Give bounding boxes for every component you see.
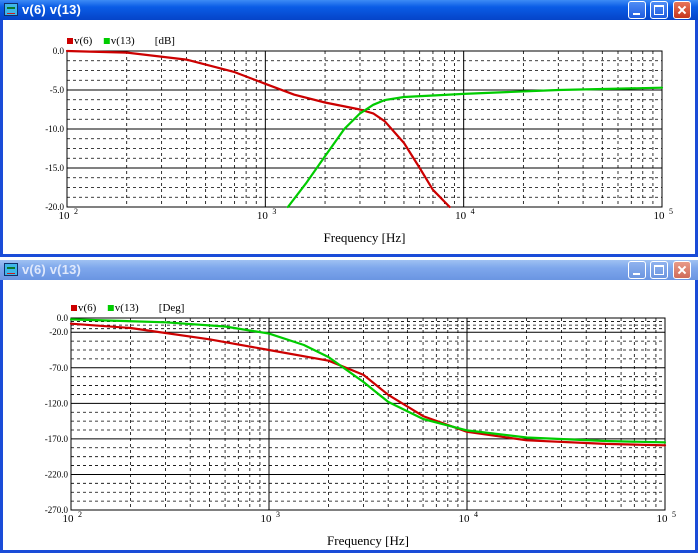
- legend-swatch: [71, 305, 77, 311]
- legend-label: v(13): [115, 302, 139, 314]
- title-bar[interactable]: v(6) v(13): [0, 0, 698, 20]
- plot-area: [70, 317, 666, 511]
- maximize-button[interactable]: [650, 1, 668, 19]
- x-tick-label: 10: [459, 513, 471, 525]
- y-tick-label: -5.0: [50, 85, 65, 95]
- x-tick-exponent: 2: [78, 510, 82, 519]
- x-tick-exponent: 3: [276, 510, 280, 519]
- close-button[interactable]: [673, 1, 691, 19]
- legend-label: v(6): [78, 302, 97, 314]
- x-tick-exponent: 2: [74, 207, 78, 216]
- minimize-button[interactable]: [628, 1, 646, 19]
- plot-window-icon[interactable]: [4, 263, 18, 276]
- legend-label: v(13): [111, 35, 135, 47]
- x-tick-exponent: 3: [272, 207, 276, 216]
- y-tick-label: -70.0: [49, 363, 68, 373]
- series-line-v6: [69, 322, 667, 447]
- x-tick-exponent: 5: [669, 207, 673, 216]
- maximize-button[interactable]: [650, 261, 668, 279]
- legend-swatch: [103, 38, 110, 44]
- x-tick-exponent: 4: [474, 510, 478, 519]
- y-tick-label: -20.0: [49, 327, 68, 337]
- unit-label: [Deg]: [159, 302, 185, 314]
- y-tick-label: -20.0: [45, 202, 64, 212]
- x-axis-label: Frequency [Hz]: [327, 533, 409, 548]
- y-tick-label: -170.0: [45, 434, 69, 444]
- y-tick-label: -10.0: [45, 124, 64, 134]
- y-tick-label: -220.0: [45, 469, 69, 479]
- x-tick-label: 10: [63, 513, 75, 525]
- legend-label: v(6): [74, 35, 93, 47]
- series-line-v6: [65, 49, 451, 209]
- x-tick-label: 10: [455, 210, 467, 222]
- series-line-v13: [69, 318, 667, 444]
- title-bar[interactable]: v(6) v(13): [0, 260, 698, 280]
- x-tick-label: 10: [257, 210, 269, 222]
- legend-swatch: [107, 305, 114, 311]
- x-axis-label: Frequency [Hz]: [324, 230, 406, 245]
- close-button[interactable]: [673, 261, 691, 279]
- x-tick-label: 10: [59, 210, 71, 222]
- plot-window-icon[interactable]: [4, 3, 18, 16]
- legend-swatch: [67, 38, 73, 44]
- x-tick-label: 10: [657, 513, 669, 525]
- unit-label: [dB]: [155, 35, 175, 47]
- y-tick-label: 0.0: [53, 46, 65, 56]
- window-title: v(6) v(13): [22, 262, 82, 277]
- y-tick-label: -120.0: [45, 398, 69, 408]
- x-tick-exponent: 5: [672, 510, 676, 519]
- y-tick-label: -15.0: [45, 163, 64, 173]
- x-tick-exponent: 4: [471, 207, 475, 216]
- window-title: v(6) v(13): [22, 2, 82, 17]
- x-tick-label: 10: [654, 210, 666, 222]
- x-tick-label: 10: [261, 513, 273, 525]
- y-tick-label: 0.0: [57, 313, 69, 323]
- minimize-button[interactable]: [628, 261, 646, 279]
- series-line-v13: [286, 86, 664, 209]
- y-tick-label: -270.0: [45, 505, 69, 515]
